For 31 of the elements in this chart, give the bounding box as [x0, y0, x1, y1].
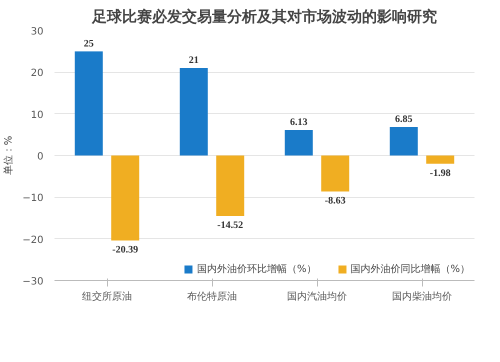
legend-label: 国内外油价环比增幅（%） [196, 262, 316, 276]
x-tick-label: 布伦特原油 [187, 290, 237, 302]
x-tick-label: 国内柴油均价 [392, 290, 452, 302]
bar [74, 51, 103, 156]
y-tick-label: −10 [22, 193, 44, 204]
x-tick-label: 纽交所原油 [82, 290, 132, 302]
data-label: -14.52 [217, 220, 244, 231]
y-tick-label: 0 [37, 152, 44, 162]
data-label: 6.85 [395, 114, 413, 125]
bar [426, 156, 454, 164]
y-tick-label: 30 [30, 26, 44, 38]
data-label: 21 [188, 55, 199, 66]
bar [216, 156, 244, 216]
data-label: -20.39 [112, 244, 138, 256]
data-label: 25 [84, 38, 94, 50]
y-tick-label: 20 [30, 68, 44, 80]
chart-title: 足球比赛必发交易量分析及其对市场波动的影响研究 [91, 8, 437, 26]
bar [390, 126, 418, 156]
y-tick-label: −20 [22, 234, 44, 246]
legend-label: 国内外油价同比增幅（%） [350, 262, 470, 276]
bar [180, 68, 208, 156]
bar [284, 130, 313, 156]
data-label: -1.98 [430, 168, 451, 179]
data-label: -8.63 [324, 195, 346, 206]
x-tick-label: 国内汽油均价 [287, 290, 347, 302]
bar [321, 156, 350, 192]
bar [111, 156, 140, 240]
y-axis-title: 单位：% [2, 136, 14, 176]
y-tick-label: −30 [22, 276, 44, 288]
data-label: 6.13 [290, 116, 308, 128]
y-tick-label: 10 [30, 110, 44, 121]
